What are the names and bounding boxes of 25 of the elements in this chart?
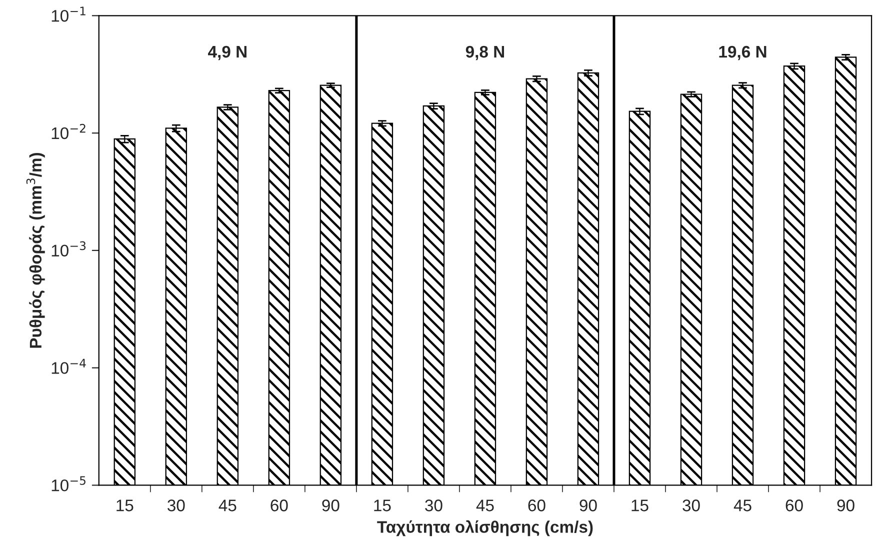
x-tick-label: 45 — [218, 500, 236, 512]
x-tick-label: 45 — [476, 500, 494, 512]
y-axis-title: Ρυθμός φθοράς (mm$^{3}$/m) — [26, 152, 45, 348]
x-tick-label: 30 — [168, 500, 185, 512]
x-tick-label: 60 — [786, 500, 803, 512]
annotation: 9,8 N — [466, 46, 504, 60]
x-tick-label: 90 — [322, 500, 340, 512]
x-tick-label: 30 — [682, 500, 700, 512]
y-tick-label: 10$^{−5}$ — [52, 476, 86, 492]
x-tick-label: 15 — [116, 500, 134, 512]
y-tick-label: 10$^{−2}$ — [52, 124, 86, 140]
x-tick-label: 30 — [425, 500, 442, 512]
x-tick-label: 90 — [837, 500, 854, 512]
y-tick-label: 10$^{−4}$ — [52, 358, 86, 374]
x-tick-label: 15 — [632, 500, 648, 512]
annotation: 4,9 N — [208, 46, 246, 60]
x-tick-label: 60 — [270, 500, 288, 512]
x-tick-label: 45 — [734, 500, 752, 512]
y-tick-label: 10$^{−3}$ — [52, 241, 86, 257]
annotation: 19,6 N — [719, 46, 766, 60]
x-axis-title: Ταχύτητα ολίσθησης (cm/s) — [377, 520, 593, 536]
y-tick-label: 10$^{−1}$ — [52, 6, 86, 22]
x-tick-label: 60 — [528, 500, 546, 512]
x-tick-label: 90 — [580, 500, 597, 512]
x-tick-label: 15 — [374, 500, 391, 512]
